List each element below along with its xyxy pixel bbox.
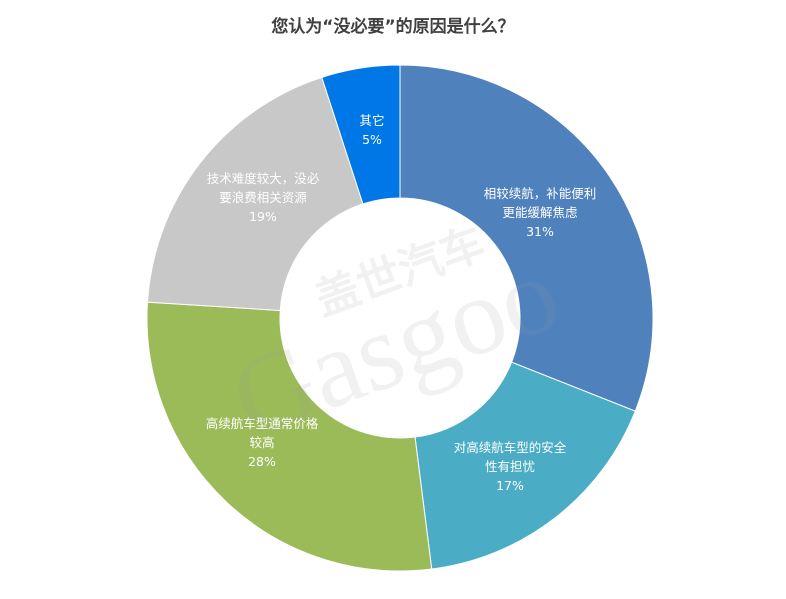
data-label-value: 19%: [249, 209, 277, 224]
data-label-value: 5%: [362, 132, 382, 147]
data-label-category: 更能缓解焦虑: [502, 205, 578, 220]
data-label-category: 较高: [249, 435, 274, 450]
donut-slice: [414, 361, 636, 570]
data-label-category: 性有担忧: [485, 459, 535, 474]
data-label-value: 28%: [248, 454, 276, 469]
data-label-category: 相较续航，补能便利: [484, 186, 597, 201]
data-label-value: 17%: [496, 478, 524, 493]
chart-title: 您认为“没必要”的原因是什么？: [271, 17, 515, 37]
data-label-value: 31%: [526, 224, 554, 239]
data-label-category: 高续航车型通常价格: [206, 416, 319, 431]
donut-slice: [146, 76, 364, 311]
donut-slice: [399, 64, 654, 412]
data-label-category: 对高续航车型的安全: [454, 440, 567, 455]
donut-slice: [321, 64, 401, 205]
data-label-category: 技术难度较大，没必: [207, 171, 320, 186]
donut-slice: [146, 301, 433, 572]
data-label-category: 要浪费相关资源: [219, 190, 307, 205]
data-label-category: 其它: [359, 113, 384, 128]
